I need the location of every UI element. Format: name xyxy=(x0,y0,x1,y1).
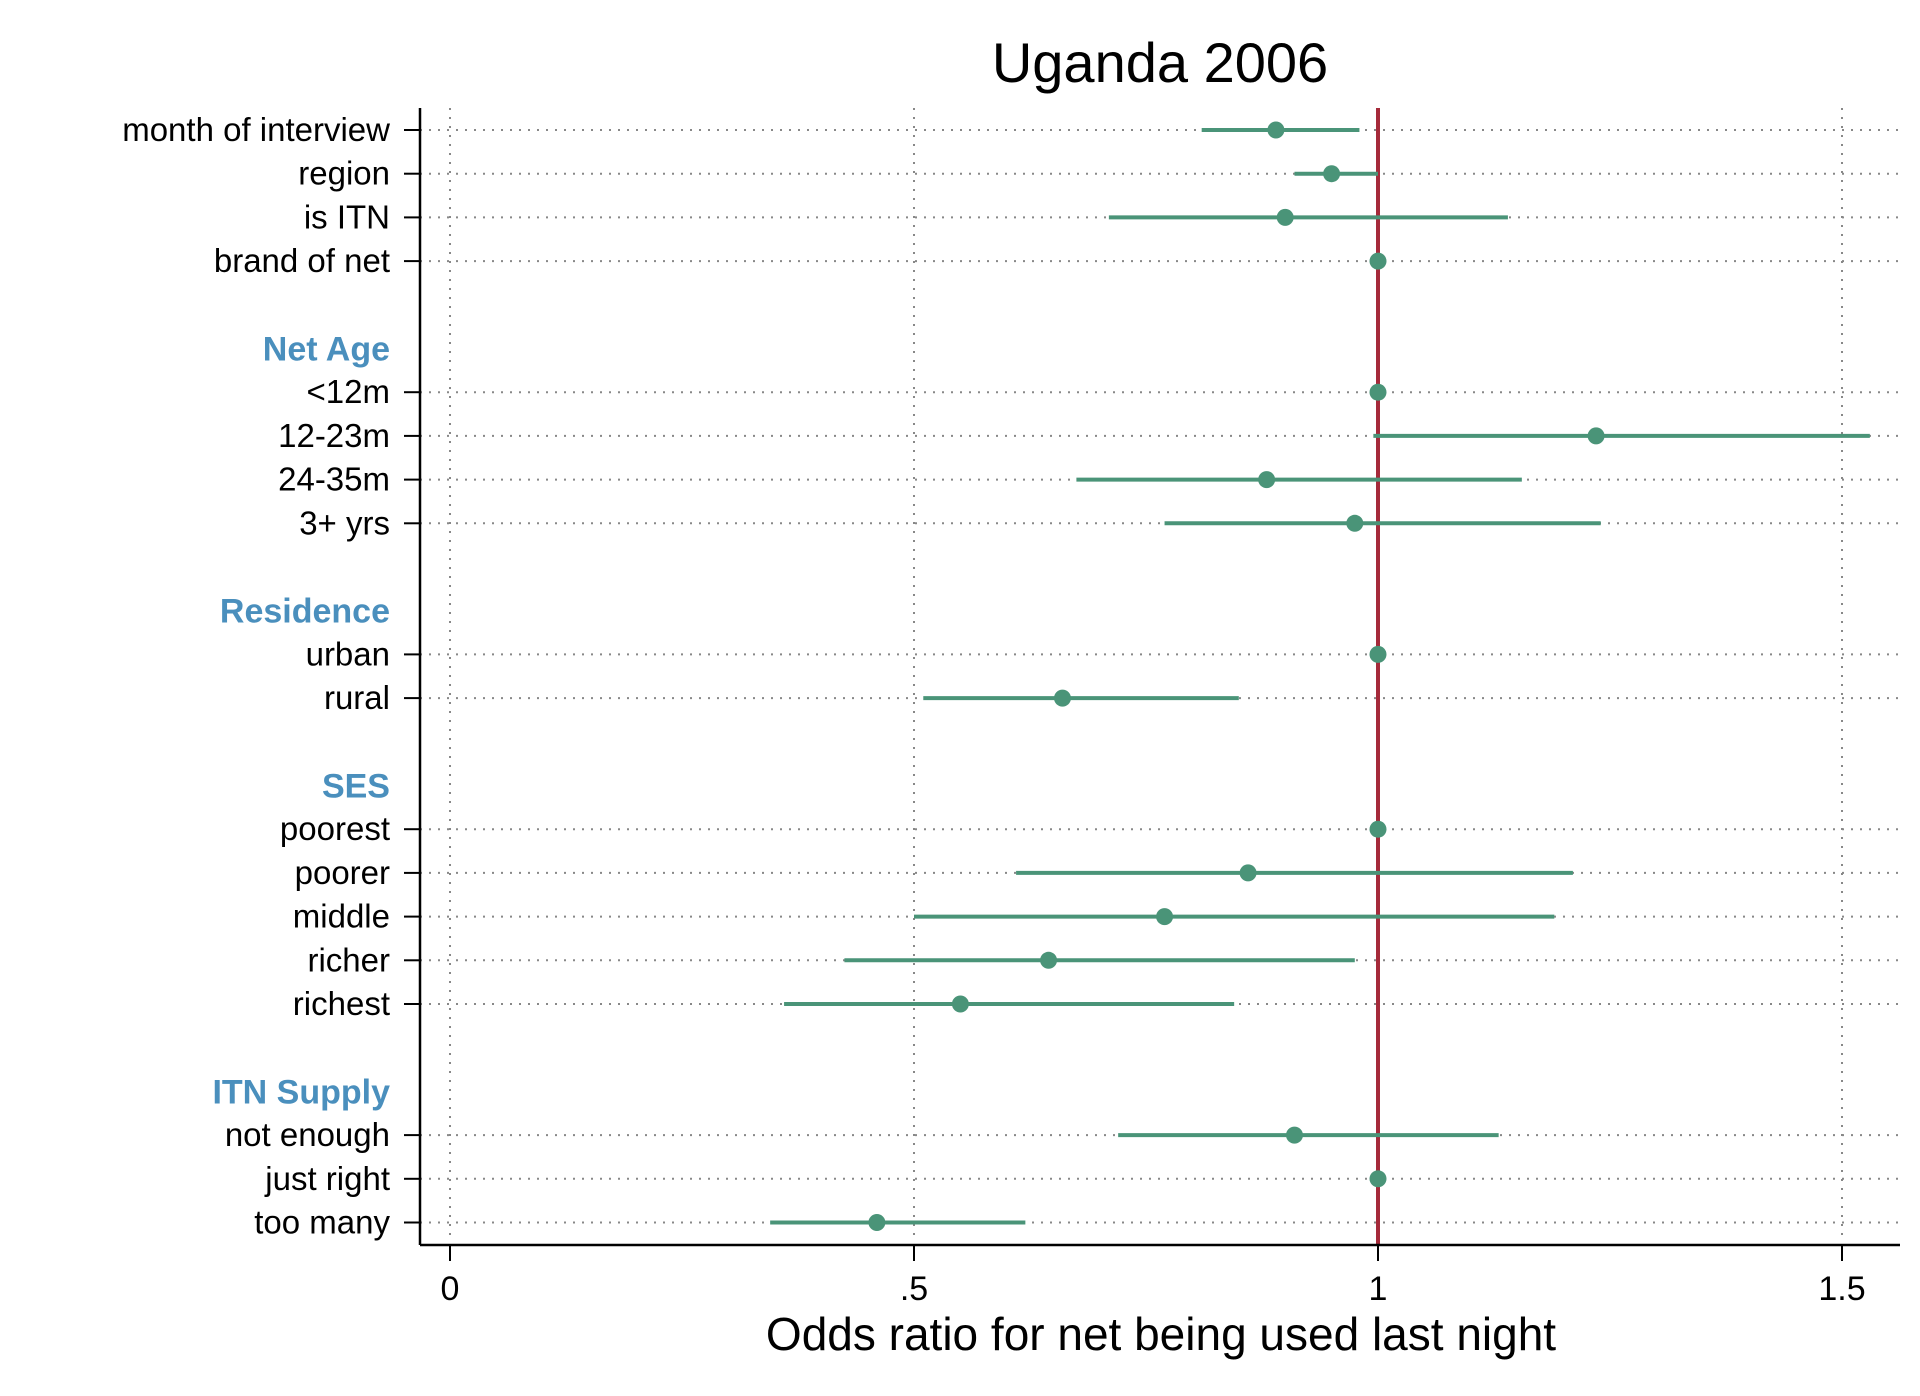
point-estimate xyxy=(1369,645,1387,663)
point-estimate xyxy=(1369,383,1387,401)
y-tick-label: rural xyxy=(324,679,390,716)
point-estimate xyxy=(951,995,969,1013)
axes-layer xyxy=(404,108,1900,1247)
grid-layer xyxy=(420,108,1900,1241)
point-estimate xyxy=(868,1214,886,1231)
x-tick-layer: 0 .5 1 1.5 xyxy=(441,1245,1866,1308)
y-tick-label: region xyxy=(298,155,390,192)
point-estimate xyxy=(1258,471,1276,489)
point-estimate xyxy=(1346,514,1364,532)
y-tick-label: 12-23m xyxy=(278,417,390,454)
confidence-interval-layer xyxy=(770,121,1870,1231)
x-tick-label: 1.5 xyxy=(1818,1270,1865,1308)
point-estimate xyxy=(1053,689,1071,707)
y-tick-label: brand of net xyxy=(214,242,390,279)
y-tick-label: not enough xyxy=(225,1116,390,1153)
point-estimate xyxy=(1369,1170,1387,1188)
point-estimate xyxy=(1156,908,1174,926)
point-estimate xyxy=(1587,427,1605,445)
y-tick-label: month of interview xyxy=(122,111,390,148)
y-tick-label: too many xyxy=(254,1204,390,1241)
x-tick-label: 1 xyxy=(1369,1270,1388,1308)
chart-title: Uganda 2006 xyxy=(992,31,1328,94)
point-estimate xyxy=(1276,208,1294,226)
point-estimate xyxy=(1239,864,1257,882)
y-group-header: Residence xyxy=(220,593,390,631)
y-tick-label: richest xyxy=(293,985,390,1022)
y-group-header: SES xyxy=(322,768,390,806)
y-tick-label: middle xyxy=(293,898,390,935)
y-tick-label: is ITN xyxy=(304,198,390,235)
y-tick-label: just right xyxy=(264,1160,390,1197)
y-tick-label-layer: month of interview region is ITN brand of n… xyxy=(122,111,390,1241)
y-tick-label: poorer xyxy=(295,854,390,891)
point-estimate xyxy=(1369,252,1387,270)
y-tick-label: urban xyxy=(306,635,390,672)
x-axis-label: Odds ratio for net being used last night xyxy=(766,1308,1556,1360)
point-estimate xyxy=(1267,121,1285,139)
y-group-header: Net Age xyxy=(263,331,390,369)
point-estimate xyxy=(1323,165,1341,183)
y-group-header: ITN Supply xyxy=(212,1073,390,1111)
y-tick-label: 24-35m xyxy=(278,461,390,498)
point-estimate xyxy=(1040,951,1058,969)
y-tick-label: <12m xyxy=(307,373,390,410)
x-tick-label: 0 xyxy=(441,1270,460,1308)
point-estimate xyxy=(1285,1126,1303,1144)
y-tick-label: richer xyxy=(307,941,390,978)
y-tick-label: 3+ yrs xyxy=(299,504,390,541)
point-estimate xyxy=(1369,820,1387,838)
y-tick-label: poorest xyxy=(280,810,390,847)
x-tick-label: .5 xyxy=(900,1270,928,1308)
